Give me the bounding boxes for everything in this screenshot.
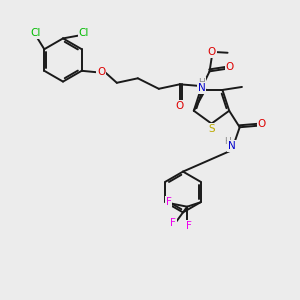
Text: F: F [170,218,176,229]
Text: Cl: Cl [79,28,89,38]
Text: H: H [224,136,231,146]
Text: S: S [208,124,215,134]
Text: O: O [226,62,234,73]
Text: F: F [166,197,172,207]
Text: N: N [228,141,236,151]
Text: O: O [257,119,266,129]
Text: O: O [208,47,216,57]
Text: F: F [186,221,192,231]
Text: H: H [198,78,205,87]
Text: O: O [97,67,105,77]
Text: Cl: Cl [31,28,41,38]
Text: O: O [176,101,184,111]
Text: N: N [198,83,206,93]
